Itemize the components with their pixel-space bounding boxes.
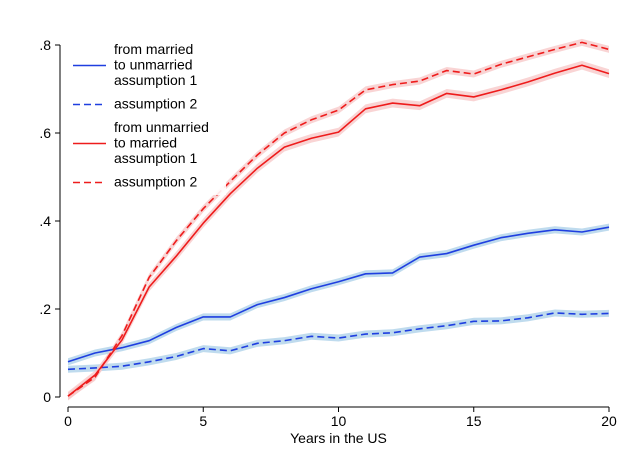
x-tick-label: 10 xyxy=(331,413,347,429)
axes: 0 5 10 15 20 0 .2 .4 .6 .8 Years in the US xyxy=(39,37,617,446)
confidence-band-series-0 xyxy=(68,223,609,366)
legend-label: assumption 1 xyxy=(114,150,197,166)
legend-label: to married xyxy=(114,135,177,151)
x-axis-title: Years in the US xyxy=(290,430,387,446)
y-tick-label: 0 xyxy=(43,389,51,405)
y-axis-ticks: 0 .2 .4 .6 .8 xyxy=(39,37,60,405)
x-tick-label: 15 xyxy=(466,413,482,429)
confidence-bands xyxy=(68,38,609,401)
y-tick-label: .8 xyxy=(39,37,51,53)
y-tick-label: .4 xyxy=(39,213,51,229)
legend-label: from unmarried xyxy=(114,119,209,135)
legend-label: assumption 2 xyxy=(114,174,197,190)
confidence-band-series-2 xyxy=(68,60,609,401)
x-axis-ticks: 0 5 10 15 20 xyxy=(64,407,617,429)
confidence-band-series-1 xyxy=(68,309,609,373)
x-tick-label: 5 xyxy=(199,413,207,429)
series-line-3 xyxy=(67,41,610,397)
y-tick-label: .2 xyxy=(39,301,51,317)
y-tick-label: .6 xyxy=(39,125,51,141)
legend-label: assumption 1 xyxy=(114,72,197,88)
series-lines xyxy=(67,41,610,397)
series-line-1 xyxy=(67,312,610,371)
x-tick-label: 20 xyxy=(601,413,617,429)
legend-label: from married xyxy=(114,41,193,57)
legend-label: to unmarried xyxy=(114,57,193,73)
x-tick-label: 0 xyxy=(64,413,72,429)
confidence-band-series-3 xyxy=(68,38,609,400)
legend-label: assumption 2 xyxy=(114,96,197,112)
